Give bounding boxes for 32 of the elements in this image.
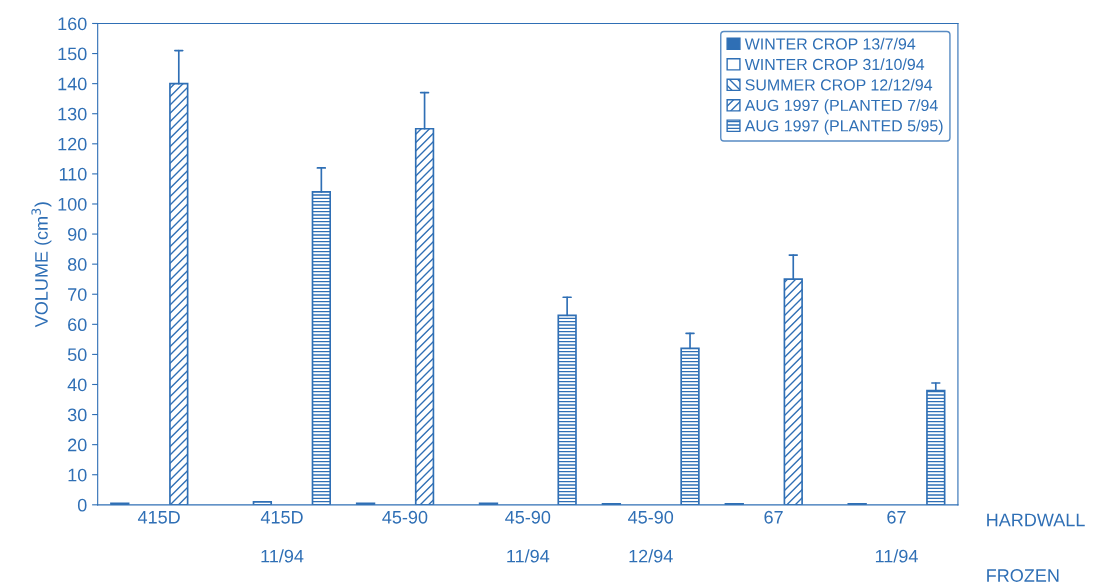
y-tick-label: 100 [58,197,87,211]
y-tick-label: 140 [58,77,87,91]
category-label: 45-90 12/94 [628,510,674,563]
y-tick-label: 120 [58,137,87,151]
y-tick-label: 0 [77,498,87,512]
text: FROZEN [987,569,1059,582]
x-tick-label: 415D [137,511,180,524]
category-label: 45-90 11/94 [505,510,551,563]
y-tick-label: 70 [68,288,87,301]
x-tick-label: 45-90 [382,510,428,524]
y-tick-label: 90 [68,228,87,241]
y-tick-label: 60 [68,318,87,332]
y-tick-label: 160 [58,17,87,31]
y-axis-title: VOLUME (cm$^{3}$) [31,202,52,328]
text: HARDWALL [987,513,1085,527]
y-tick-label: 110 [59,167,87,181]
y-tick-label: 150 [58,47,87,61]
legend-label: WINTER CROP 31/10/94 [744,58,925,71]
y-tick-label: 20 [68,438,87,452]
legend-label: AUG 1997 (PLANTED 7/94 [744,99,938,115]
legend-label: SUMMER CROP 12/12/94 [745,78,933,91]
category-label: 67 11/94 [875,510,918,563]
y-tick-label: 10 [68,468,87,482]
y-tick-label: 50 [67,348,87,362]
y-tick-label: 80 [67,258,87,271]
x-tick-label: 67 [764,510,783,524]
legend-label: AUG 1997 (PLANTED 5/95) [744,119,943,135]
y-tick-label: 130 [58,107,87,121]
y-tick-label: 40 [67,378,87,392]
y-tick-label: 30 [67,408,87,422]
category-label: 415D 11/94 [260,511,304,563]
legend-label: WINTER CROP 13/7/94 [744,37,916,50]
